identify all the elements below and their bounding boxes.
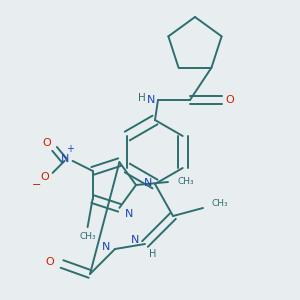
Text: −: − bbox=[32, 180, 41, 190]
Text: N: N bbox=[102, 242, 110, 252]
Text: N: N bbox=[124, 209, 133, 219]
Text: CH₃: CH₃ bbox=[211, 200, 228, 208]
Text: N: N bbox=[147, 95, 155, 105]
Text: O: O bbox=[226, 95, 234, 105]
Text: O: O bbox=[45, 257, 54, 267]
Text: N: N bbox=[130, 235, 139, 245]
Text: N: N bbox=[60, 154, 69, 164]
Text: N: N bbox=[144, 178, 152, 188]
Text: CH₃: CH₃ bbox=[177, 176, 194, 185]
Text: CH₃: CH₃ bbox=[79, 232, 96, 241]
Text: H: H bbox=[149, 249, 156, 259]
Text: +: + bbox=[66, 144, 74, 154]
Text: H: H bbox=[138, 93, 146, 103]
Text: O: O bbox=[40, 172, 49, 182]
Text: O: O bbox=[42, 138, 51, 148]
